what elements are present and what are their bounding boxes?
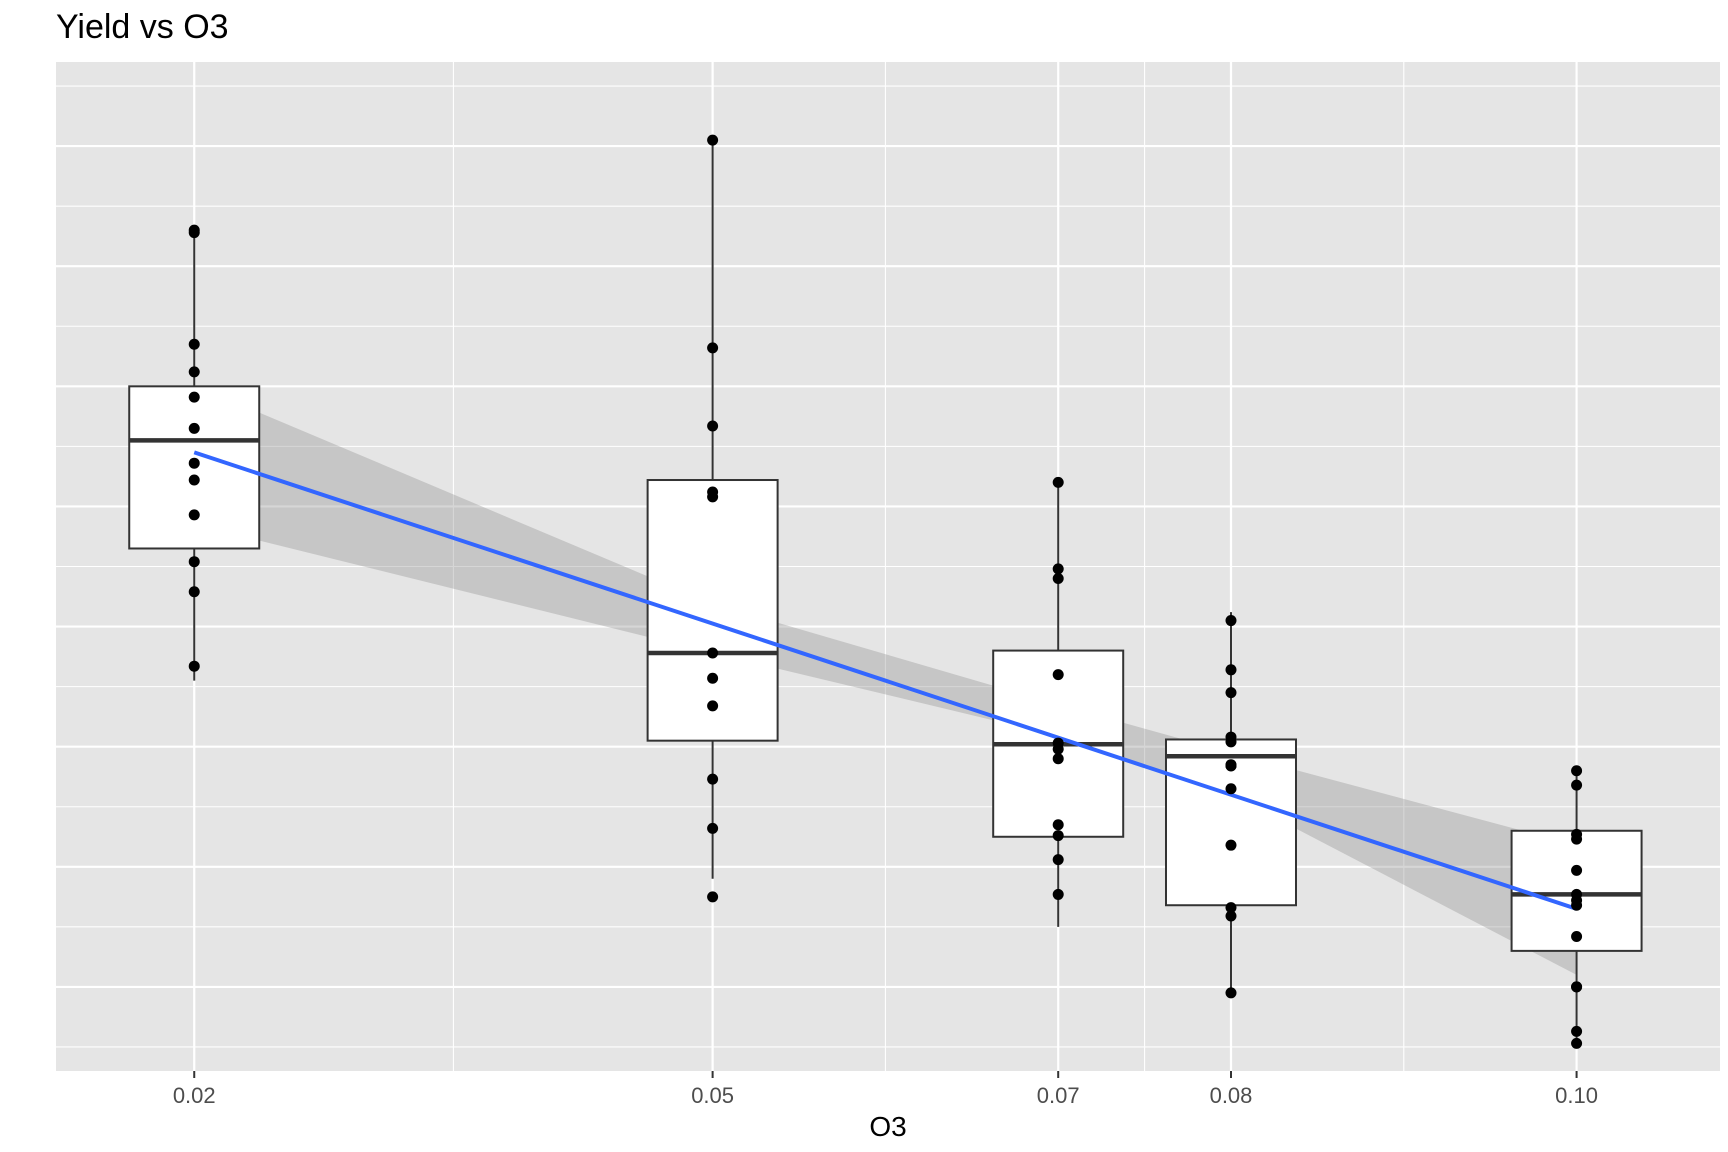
data-point — [1571, 833, 1583, 845]
data-point — [188, 474, 200, 486]
data-point — [188, 422, 200, 434]
data-point — [1225, 615, 1237, 627]
data-point — [1052, 743, 1064, 755]
x-tick-label: 0.05 — [691, 1083, 734, 1108]
data-point — [1225, 839, 1237, 851]
data-point — [1225, 760, 1237, 772]
data-point — [188, 391, 200, 403]
data-point — [1052, 669, 1064, 681]
data-point — [1571, 930, 1583, 942]
data-point — [1571, 899, 1583, 911]
data-point — [1052, 753, 1064, 765]
data-point — [1052, 563, 1064, 575]
x-tick-label: 0.08 — [1210, 1083, 1253, 1108]
data-point — [1571, 1037, 1583, 1049]
data-point — [1052, 573, 1064, 585]
regression-line — [193, 450, 1578, 911]
data-point — [707, 342, 719, 354]
data-point — [1225, 910, 1237, 922]
data-point — [1225, 736, 1237, 748]
data-point — [1225, 987, 1237, 999]
data-point — [1052, 854, 1064, 866]
data-point — [188, 556, 200, 568]
trend-line — [193, 450, 1578, 911]
data-point — [1571, 1025, 1583, 1037]
x-tick-label: 0.07 — [1037, 1083, 1080, 1108]
data-point — [1052, 888, 1064, 900]
data-point — [707, 491, 719, 503]
data-point — [1225, 902, 1237, 914]
data-point — [707, 822, 719, 834]
data-point — [707, 420, 719, 432]
data-point — [707, 672, 719, 684]
data-point — [707, 891, 719, 903]
data-point — [707, 134, 719, 146]
boxplots — [128, 140, 1643, 1041]
data-point — [1052, 819, 1064, 831]
data-point — [707, 773, 719, 785]
data-point — [188, 366, 200, 378]
x-axis-title: O3 — [869, 1111, 906, 1142]
data-point — [188, 227, 200, 239]
data-point — [188, 338, 200, 350]
data-point — [1571, 864, 1583, 876]
data-point — [1052, 830, 1064, 842]
data-point — [707, 700, 719, 712]
x-axis-ticks: 0.02 0.05 0.07 0.08 0.10 — [173, 1071, 1598, 1108]
data-point — [188, 457, 200, 469]
data-point — [188, 586, 200, 598]
data-points — [188, 134, 1583, 1049]
data-point — [1571, 779, 1583, 791]
data-point — [188, 509, 200, 521]
data-point — [1571, 765, 1583, 777]
data-point — [1225, 687, 1237, 699]
data-point — [1052, 476, 1064, 488]
chart-title: Yield vs O3 — [56, 8, 229, 46]
data-point — [1225, 664, 1237, 676]
x-tick-label: 0.02 — [173, 1083, 216, 1108]
data-point — [1571, 981, 1583, 993]
data-point — [188, 660, 200, 672]
data-point — [707, 647, 719, 659]
data-point — [1225, 783, 1237, 795]
x-tick-label: 0.10 — [1555, 1083, 1598, 1108]
